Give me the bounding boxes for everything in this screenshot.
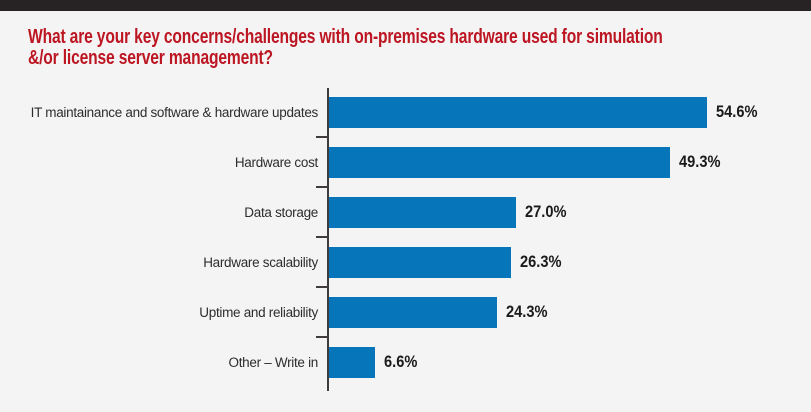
bar — [329, 296, 497, 328]
category-label: Other – Write in — [228, 354, 319, 370]
bar — [329, 96, 707, 128]
bar — [329, 146, 670, 178]
top-accent-bar — [0, 0, 811, 11]
category-label: Uptime and reliability — [199, 304, 318, 320]
chart-title-text: What are your key concerns/challenges wi… — [28, 27, 663, 69]
bar-area: 49.3% — [329, 146, 811, 178]
bar-row: Other – Write in 6.6% — [0, 337, 811, 387]
category-label: Data storage — [244, 204, 318, 220]
bar-area: 54.6% — [329, 96, 811, 128]
bar-row: Hardware cost 49.3% — [0, 137, 811, 187]
bar-chart: IT maintainance and software & hardware … — [0, 87, 811, 392]
bar — [329, 346, 375, 378]
bar-area: 6.6% — [329, 346, 811, 378]
category-label: Hardware scalability — [203, 254, 318, 270]
title-line-2: &/or license server management? — [28, 47, 273, 69]
value-label: 54.6% — [716, 102, 758, 121]
bar-row: Data storage 27.0% — [0, 187, 811, 237]
bar-area: 24.3% — [329, 296, 811, 328]
title-line-1: What are your key concerns/challenges wi… — [28, 26, 663, 48]
value-label: 26.3% — [520, 252, 562, 271]
y-axis-line — [327, 88, 329, 391]
bar-row: IT maintainance and software & hardware … — [0, 87, 811, 137]
bar — [329, 196, 516, 228]
bar-row: Uptime and reliability 24.3% — [0, 287, 811, 337]
bar-row: Hardware scalability 26.3% — [0, 237, 811, 287]
bar-area: 26.3% — [329, 246, 811, 278]
axis-tick — [316, 136, 329, 138]
axis-tick — [316, 286, 329, 288]
axis-tick — [316, 336, 329, 338]
chart-title: What are your key concerns/challenges wi… — [28, 27, 811, 69]
value-label: 24.3% — [506, 302, 548, 321]
value-label: 27.0% — [525, 202, 567, 221]
value-label: 49.3% — [679, 152, 721, 171]
axis-tick — [316, 186, 329, 188]
bar-area: 27.0% — [329, 196, 811, 228]
category-label: IT maintainance and software & hardware … — [30, 104, 319, 120]
bar — [329, 246, 511, 278]
category-label: Hardware cost — [234, 154, 318, 170]
bar-rows: IT maintainance and software & hardware … — [0, 87, 811, 387]
axis-tick — [316, 236, 329, 238]
value-label: 6.6% — [384, 352, 418, 371]
